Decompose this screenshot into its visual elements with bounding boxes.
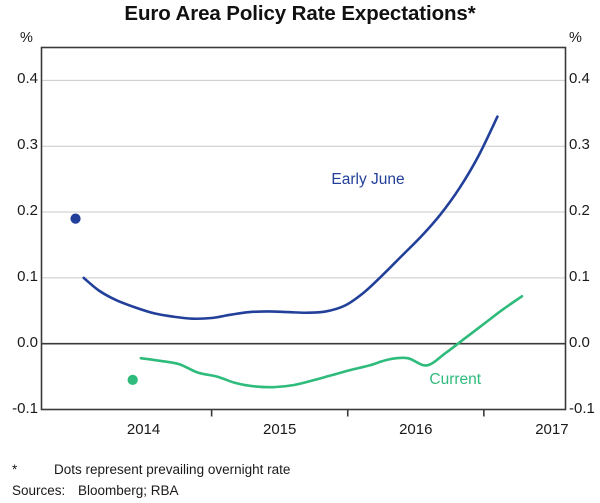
y-axis-tick-label: 0.4 bbox=[569, 70, 590, 88]
y-axis-tick-label: 0.0 bbox=[569, 333, 590, 351]
series-label-current: Current bbox=[429, 370, 482, 388]
y-axis-tick-label: 0.1 bbox=[17, 267, 38, 285]
y-axis-tick-label: 0.2 bbox=[569, 202, 590, 220]
plot-frame bbox=[40, 46, 567, 411]
chart-title: Euro Area Policy Rate Expectations* bbox=[124, 2, 476, 25]
series-line-early-june bbox=[82, 115, 499, 321]
left-axis-unit: % bbox=[20, 30, 33, 46]
footnote-sources: Sources: Bloomberg; RBA bbox=[12, 483, 179, 498]
y-axis-tick-label: 0.2 bbox=[17, 202, 38, 220]
y-axis-tick-label: -0.1 bbox=[12, 399, 38, 417]
data-point-dot bbox=[70, 213, 81, 224]
x-axis-tick-label: 2016 bbox=[399, 421, 433, 438]
y-axis-tick-label: 0.3 bbox=[17, 136, 38, 154]
x-axis-tick-label: 2014 bbox=[126, 421, 161, 438]
x-axis-tick-label: 2015 bbox=[262, 421, 297, 438]
series-label-early-june: Early June bbox=[331, 171, 405, 189]
footnote-marker: * bbox=[12, 462, 18, 477]
series-line-current bbox=[139, 294, 524, 389]
sources-label: Sources: bbox=[12, 483, 66, 498]
y-axis-tick-label: 0.3 bbox=[569, 136, 590, 154]
footnote-note: * Dots represent prevailing overnight rat… bbox=[12, 462, 290, 477]
data-point-dot bbox=[127, 374, 138, 385]
x-axis-tick-label: 2017 bbox=[535, 421, 569, 438]
right-axis-unit: % bbox=[569, 30, 582, 46]
footnote-text: Dots represent prevailing overnight rate bbox=[54, 462, 291, 477]
y-axis-tick-label: 0.0 bbox=[17, 333, 38, 351]
y-axis-tick-label: 0.1 bbox=[569, 267, 590, 285]
y-axis-tick-label: -0.1 bbox=[569, 399, 595, 417]
y-axis-tick-label: 0.4 bbox=[17, 70, 38, 88]
sources-value: Bloomberg; RBA bbox=[78, 483, 179, 498]
